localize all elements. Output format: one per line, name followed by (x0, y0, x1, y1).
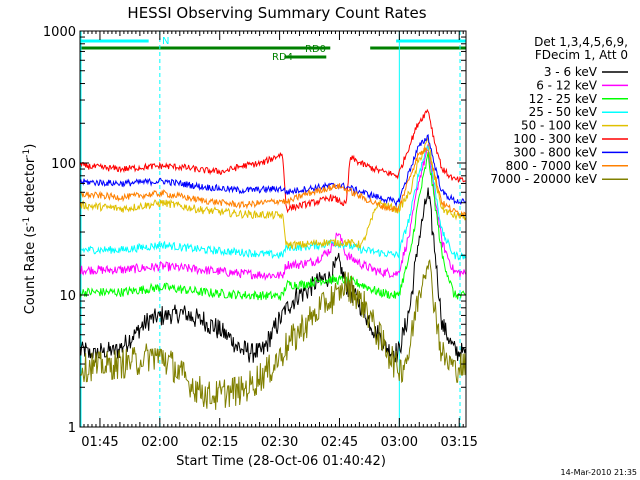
x-tick-label: 02:30 (261, 435, 298, 450)
series-layer (80, 108, 466, 410)
legend-header-1: Det 1,3,4,5,6,9, (534, 35, 628, 49)
x-tick-label: 03:00 (381, 435, 418, 450)
legend-label: 25 - 50 keV (529, 105, 598, 119)
legend-label: 300 - 800 keV (513, 145, 597, 159)
series-line-0 (80, 187, 466, 363)
rd0-label: RD0 (305, 44, 326, 55)
legend-label: 12 - 25 keV (529, 92, 598, 106)
x-axis-label: Start Time (28-Oct-06 01:40:42) (176, 454, 386, 469)
night-label: N (162, 36, 169, 47)
series-line-6 (80, 133, 466, 208)
x-tick-label: 03:15 (440, 435, 477, 450)
y-tick-label: 1000 (43, 25, 76, 40)
legend-label: 6 - 12 keV (536, 78, 598, 92)
legend-label: 3 - 6 keV (544, 65, 598, 79)
y-tick-label: 10 (59, 289, 76, 304)
x-tick-label: 02:15 (201, 435, 238, 450)
series-line-2 (80, 151, 466, 301)
legend-label: 800 - 7000 keV (506, 159, 598, 173)
legend-label: 7000 - 20000 keV (490, 172, 597, 186)
series-line-8 (80, 258, 466, 410)
y-axis: 1 10 100 1000 (43, 25, 466, 436)
legend-header-2: FDecim 1, Att 0 (535, 48, 628, 62)
state-bars: N RD0 RD4 (80, 36, 466, 63)
rd4-label: RD4 (272, 52, 293, 63)
plot-frame (79, 30, 467, 428)
y-tick-label: 100 (51, 157, 76, 172)
x-tick-label: 02:00 (141, 435, 178, 450)
series-line-5 (80, 108, 466, 214)
legend-label: 100 - 300 keV (513, 132, 597, 146)
x-axis: 01:45 02:00 02:15 02:30 02:45 03:00 03:15 (79, 31, 478, 450)
y-axis-label: Count Rate (s-1 detector-1) (22, 144, 38, 315)
x-tick-label: 02:45 (321, 435, 358, 450)
series-line-1 (80, 144, 466, 282)
x-tick-label: 01:45 (81, 435, 118, 450)
series-line-3 (80, 145, 466, 261)
y-tick-label: 1 (68, 421, 76, 436)
series-line-7 (80, 147, 466, 218)
timestamp: 14-Mar-2010 21:35 (561, 468, 638, 477)
chart-title: HESSI Observing Summary Count Rates (127, 4, 426, 22)
night-boundary-lines (80, 31, 461, 427)
legend-label: 50 - 100 keV (521, 119, 598, 133)
